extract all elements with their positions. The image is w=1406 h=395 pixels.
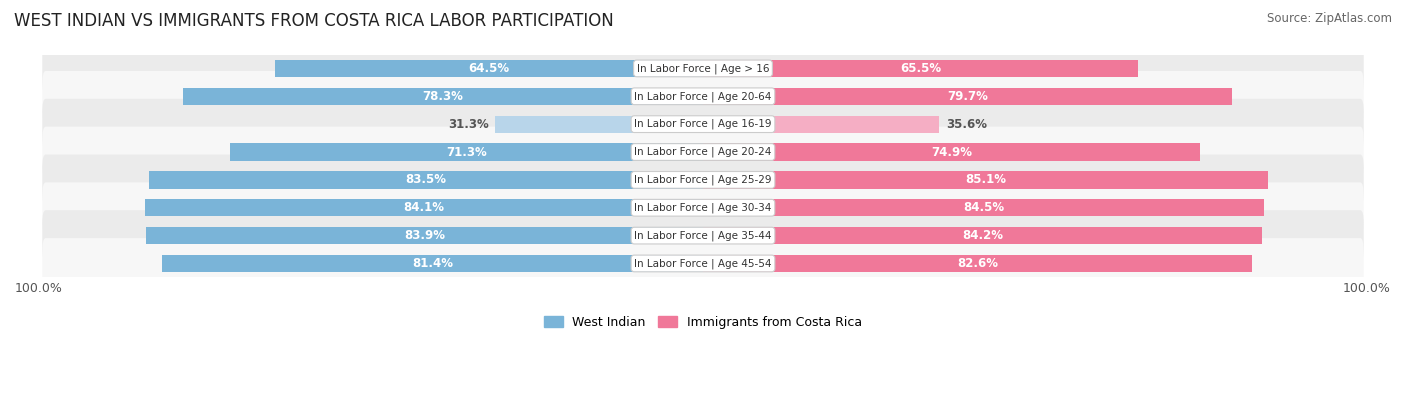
Text: 83.9%: 83.9% — [404, 229, 444, 242]
FancyBboxPatch shape — [42, 43, 1364, 94]
Bar — [229, 143, 703, 161]
Bar — [703, 88, 1232, 105]
Bar — [703, 115, 939, 133]
Bar — [703, 255, 1251, 272]
Text: 82.6%: 82.6% — [956, 257, 998, 270]
Bar — [703, 171, 1268, 188]
Text: 74.9%: 74.9% — [931, 145, 972, 158]
Bar — [274, 60, 703, 77]
Text: 83.5%: 83.5% — [405, 173, 446, 186]
FancyBboxPatch shape — [42, 238, 1364, 289]
FancyBboxPatch shape — [42, 99, 1364, 149]
Text: In Labor Force | Age > 16: In Labor Force | Age > 16 — [637, 63, 769, 74]
Text: 84.1%: 84.1% — [404, 201, 444, 214]
Bar — [495, 115, 703, 133]
Text: 65.5%: 65.5% — [900, 62, 941, 75]
Legend: West Indian, Immigrants from Costa Rica: West Indian, Immigrants from Costa Rica — [538, 310, 868, 333]
Bar — [703, 227, 1263, 244]
Text: 31.3%: 31.3% — [447, 118, 488, 131]
Text: In Labor Force | Age 45-54: In Labor Force | Age 45-54 — [634, 258, 772, 269]
Bar — [703, 199, 1264, 216]
FancyBboxPatch shape — [42, 127, 1364, 177]
Text: In Labor Force | Age 20-64: In Labor Force | Age 20-64 — [634, 91, 772, 102]
Bar — [703, 60, 1137, 77]
Text: In Labor Force | Age 16-19: In Labor Force | Age 16-19 — [634, 119, 772, 130]
FancyBboxPatch shape — [42, 154, 1364, 205]
Bar — [146, 227, 703, 244]
FancyBboxPatch shape — [42, 71, 1364, 122]
Bar — [149, 171, 703, 188]
Text: In Labor Force | Age 25-29: In Labor Force | Age 25-29 — [634, 175, 772, 185]
Text: In Labor Force | Age 35-44: In Labor Force | Age 35-44 — [634, 230, 772, 241]
Text: 79.7%: 79.7% — [948, 90, 988, 103]
Text: 71.3%: 71.3% — [446, 145, 486, 158]
Text: WEST INDIAN VS IMMIGRANTS FROM COSTA RICA LABOR PARTICIPATION: WEST INDIAN VS IMMIGRANTS FROM COSTA RIC… — [14, 12, 614, 30]
Text: 81.4%: 81.4% — [412, 257, 453, 270]
Text: 78.3%: 78.3% — [423, 90, 464, 103]
Text: Source: ZipAtlas.com: Source: ZipAtlas.com — [1267, 12, 1392, 25]
Bar — [163, 255, 703, 272]
Text: 64.5%: 64.5% — [468, 62, 509, 75]
Text: 85.1%: 85.1% — [965, 173, 1007, 186]
Bar — [703, 143, 1201, 161]
Bar — [183, 88, 703, 105]
Text: 84.5%: 84.5% — [963, 201, 1004, 214]
FancyBboxPatch shape — [42, 182, 1364, 233]
Text: 35.6%: 35.6% — [946, 118, 987, 131]
Text: 84.2%: 84.2% — [962, 229, 1002, 242]
Text: In Labor Force | Age 20-24: In Labor Force | Age 20-24 — [634, 147, 772, 157]
Text: In Labor Force | Age 30-34: In Labor Force | Age 30-34 — [634, 203, 772, 213]
Bar — [145, 199, 703, 216]
FancyBboxPatch shape — [42, 210, 1364, 261]
